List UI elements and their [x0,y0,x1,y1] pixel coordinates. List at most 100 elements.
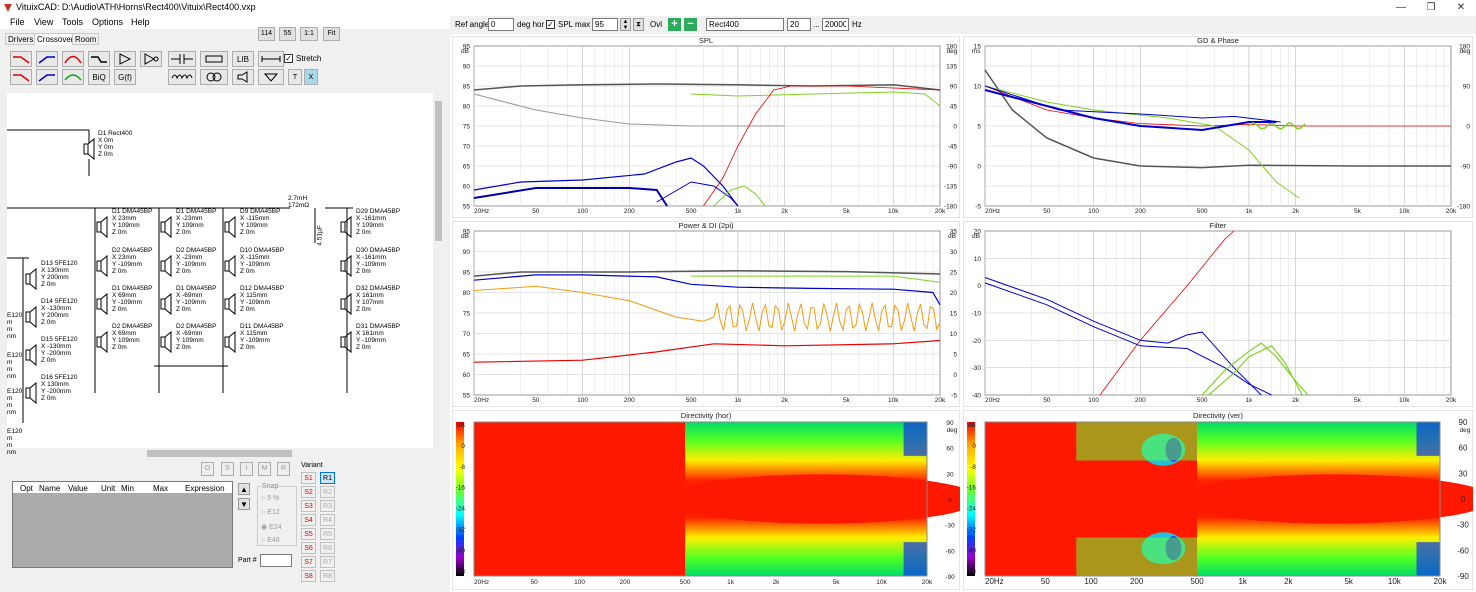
freq-low-input[interactable] [787,18,811,31]
variant-r3-button[interactable]: R3 [320,500,335,512]
add-overlay-icon[interactable]: + [668,18,681,31]
menu-view[interactable]: View [34,17,54,27]
gf-button[interactable]: G(f) [114,69,136,85]
minimize-button[interactable]: — [1396,2,1406,13]
driver-d1-rect400[interactable]: D1 Rect400 X 0m Y 0m Z 0m [98,130,132,158]
variant-r2-button[interactable]: R2 [320,486,335,498]
zoom-55-button[interactable]: 55 [279,27,296,41]
driver-5fe120[interactable]: D15 5FE120 X -130mm Y -200mm Z 0m [41,336,78,364]
speaker-icon[interactable] [96,254,108,280]
t-button[interactable]: T [288,69,302,85]
spl-spin-icon[interactable]: ▲ ▼ [620,18,631,31]
highpass-tool-icon[interactable] [36,51,58,67]
schematic-hscrollbar[interactable] [7,449,433,458]
speaker-icon[interactable] [96,292,108,318]
biq-button[interactable]: BiQ [88,69,110,85]
spl-reset-icon[interactable]: ⧗ [633,18,644,31]
freq-high-input[interactable] [822,18,849,31]
variant-r7-button[interactable]: R7 [320,556,335,568]
o-button[interactable]: O [201,462,214,476]
speaker-icon[interactable] [83,137,95,163]
speaker-icon[interactable] [25,267,37,293]
variant-s8-button[interactable]: S8 [301,570,316,582]
driver-dma45bp[interactable]: D2 DMA45BP X 23mm Y -109mm Z 0m [112,247,152,275]
ground-tool-icon[interactable] [258,69,284,85]
variant-s4-button[interactable]: S4 [301,514,316,526]
driver-dma45bp[interactable]: D32 DMA45BP X 161mm Y 107mm Z 0m [356,285,400,313]
menu-file[interactable]: File [10,17,25,27]
driver-dma45bp[interactable]: D1 DMA45BP X 69mm Y -109mm Z 0m [112,285,152,313]
move-up-button[interactable]: ▲ [238,483,250,495]
speaker-icon[interactable] [224,292,236,318]
tab-crossover[interactable]: Crossover [34,33,77,45]
lowpass-tool-icon[interactable] [10,51,32,67]
resistor-tool-icon[interactable] [200,51,228,67]
speaker-icon[interactable] [160,330,172,356]
variant-s3-button[interactable]: S3 [301,500,316,512]
driver-dma45bp[interactable]: D30 DMA45BP X -161mm Y -109mm Z 0m [356,247,400,275]
buffer-tool-icon[interactable] [114,51,136,67]
driver-dma45bp[interactable]: D1 DMA45BP X -23mm Y 109mm Z 0m [176,208,216,236]
driver-dma45bp[interactable]: D11 DMA45BP X 115mm Y -109mm Z 0m [240,323,284,351]
variant-r8-button[interactable]: R8 [320,570,335,582]
driver-dma45bp[interactable]: D1 DMA45BP X -69mm Y -109mm Z 0m [176,285,216,313]
menu-options[interactable]: Options [92,17,124,27]
speaker-icon[interactable] [160,215,172,241]
capacitor-tool-icon[interactable] [168,51,196,67]
speaker-icon[interactable] [340,254,352,280]
wire-tool-icon[interactable] [258,51,284,67]
variant-r6-button[interactable]: R6 [320,542,335,554]
speaker-icon[interactable] [96,215,108,241]
variant-r4-button[interactable]: R4 [320,514,335,526]
remove-overlay-icon[interactable]: − [684,18,697,31]
driver-dma45bp[interactable]: D31 DMA45BP X 161mm Y -109mm Z 0m [356,323,400,351]
driver-dma45bp[interactable]: D29 DMA45BP X -161mm Y 109mm Z 0m [356,208,400,236]
speaker-icon[interactable] [224,254,236,280]
speaker-icon[interactable] [96,330,108,356]
variant-r1-button[interactable]: R1 [320,472,335,484]
i-button[interactable]: I [240,462,253,476]
close-button[interactable]: ✕ [1456,2,1466,13]
snap-e48[interactable]: ○ E48 [261,537,280,544]
inverter-tool-icon[interactable] [140,51,162,67]
ref-angle-input[interactable] [488,18,514,31]
variant-s6-button[interactable]: S6 [301,542,316,554]
speaker-icon[interactable] [25,343,37,369]
menu-tools[interactable]: Tools [62,17,84,27]
speaker-icon[interactable] [25,381,37,407]
transformer-tool-icon[interactable] [200,69,228,85]
tab-room[interactable]: Room [72,33,100,45]
parameter-table[interactable]: Opt Name Value Unit Min Max Expression [12,481,233,568]
maximize-button[interactable]: ❐ [1426,2,1436,13]
hscroll-thumb[interactable] [147,450,292,457]
driver-5fe120[interactable]: D13 5FE120 X 130mm Y 200mm Z 0m [41,260,78,288]
driver-5fe120[interactable]: D16 5FE120 X 130mm Y -200mm Z 0m [41,374,78,402]
zoom-fit-button[interactable]: Fit [323,27,340,41]
driver-dma45bp[interactable]: D2 DMA45BP X 69mm Y 109mm Z 0m [112,323,152,351]
driver-tool-icon[interactable] [232,69,254,85]
driver-dma45bp[interactable]: D2 DMA45BP X -23mm Y -109mm Z 0m [176,247,216,275]
speaker-icon[interactable] [25,305,37,331]
r-button[interactable]: R [277,462,290,476]
menu-help[interactable]: Help [131,17,150,27]
speaker-icon[interactable] [340,215,352,241]
zoom-114-button[interactable]: 114 [258,27,275,41]
variant-s5-button[interactable]: S5 [301,528,316,540]
variant-s2-button[interactable]: S2 [301,486,316,498]
driver-5fe120[interactable]: D14 5FE120 X -130mm Y 200mm Z 0m [41,298,78,326]
part-number-input[interactable] [260,554,292,567]
lib-button[interactable]: LIB [232,51,254,67]
speaker-icon[interactable] [160,254,172,280]
overlay-name-input[interactable] [706,18,784,31]
shelf-tool-icon[interactable] [62,69,84,85]
driver-dma45bp[interactable]: D10 DMA45BP X -115mm Y -109mm Z 0m [240,247,284,275]
x-button[interactable]: X [304,69,318,85]
zoom-1to1-button[interactable]: 1:1 [300,27,318,41]
schematic-canvas[interactable] [7,93,433,448]
s-button[interactable]: S [221,462,234,476]
stretch-checkbox[interactable]: ✓ [284,54,293,63]
bandpass-tool-icon[interactable] [62,51,84,67]
snap-e24[interactable]: ◉ E24 [261,524,282,531]
speaker-icon[interactable] [160,292,172,318]
variant-s1-button[interactable]: S1 [301,472,316,484]
